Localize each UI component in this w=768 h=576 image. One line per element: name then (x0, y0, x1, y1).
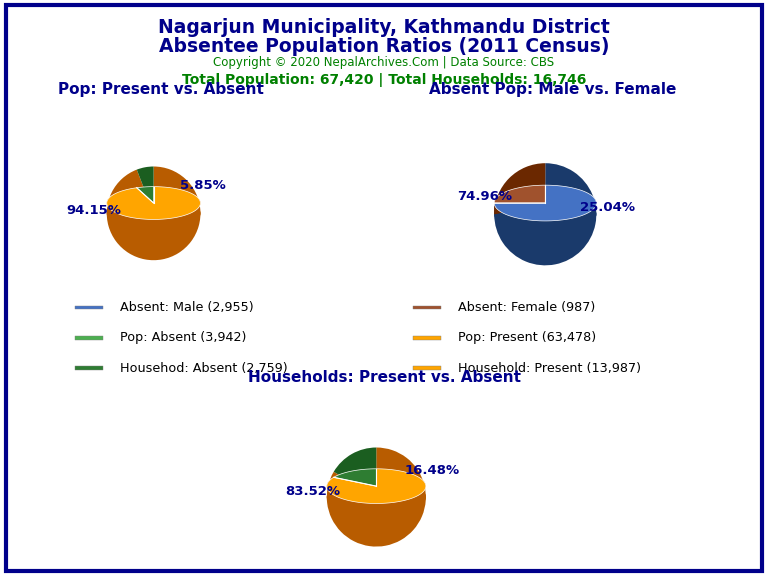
Polygon shape (334, 469, 376, 488)
Polygon shape (495, 185, 545, 214)
Text: Absent: Female (987): Absent: Female (987) (458, 301, 595, 314)
Wedge shape (107, 166, 200, 260)
Text: Household: Present (13,987): Household: Present (13,987) (458, 362, 641, 374)
Polygon shape (327, 469, 425, 503)
Polygon shape (495, 185, 596, 232)
Bar (75, 336, 103, 340)
Polygon shape (495, 196, 596, 232)
Polygon shape (495, 196, 545, 214)
Polygon shape (495, 185, 596, 221)
Text: Total Population: 67,420 | Total Households: 16,746: Total Population: 67,420 | Total Househo… (182, 73, 586, 86)
Text: Pop: Present vs. Absent: Pop: Present vs. Absent (58, 82, 264, 97)
Text: Households: Present vs. Absent: Households: Present vs. Absent (247, 370, 521, 385)
Wedge shape (334, 448, 376, 497)
Polygon shape (107, 197, 200, 230)
Polygon shape (327, 469, 425, 514)
Wedge shape (137, 166, 154, 213)
Text: 74.96%: 74.96% (458, 191, 512, 203)
Text: 16.48%: 16.48% (404, 464, 459, 477)
Bar (75, 366, 103, 370)
Text: Absent Pop: Male vs. Female: Absent Pop: Male vs. Female (429, 82, 677, 97)
Text: 94.15%: 94.15% (66, 203, 121, 217)
Wedge shape (495, 163, 545, 214)
Text: 25.04%: 25.04% (580, 200, 635, 214)
Polygon shape (137, 187, 154, 198)
Text: Pop: Absent (3,942): Pop: Absent (3,942) (120, 331, 247, 344)
Polygon shape (334, 469, 376, 486)
Text: Absent: Male (2,955): Absent: Male (2,955) (120, 301, 253, 314)
Polygon shape (107, 187, 200, 230)
Bar (75, 306, 103, 309)
Bar (413, 366, 441, 370)
Text: Househod: Absent (2,759): Househod: Absent (2,759) (120, 362, 288, 374)
Text: Pop: Present (63,478): Pop: Present (63,478) (458, 331, 596, 344)
Text: 83.52%: 83.52% (286, 484, 340, 498)
Polygon shape (137, 187, 154, 203)
Text: 5.85%: 5.85% (180, 179, 226, 192)
Bar (413, 306, 441, 309)
Polygon shape (495, 185, 545, 203)
Wedge shape (495, 163, 596, 266)
Polygon shape (327, 480, 425, 514)
Polygon shape (137, 197, 154, 203)
Polygon shape (334, 480, 376, 488)
Wedge shape (327, 448, 425, 547)
Polygon shape (107, 187, 200, 219)
Text: Copyright © 2020 NepalArchives.Com | Data Source: CBS: Copyright © 2020 NepalArchives.Com | Dat… (214, 56, 554, 70)
Text: Absentee Population Ratios (2011 Census): Absentee Population Ratios (2011 Census) (159, 37, 609, 56)
Text: Nagarjun Municipality, Kathmandu District: Nagarjun Municipality, Kathmandu Distric… (158, 18, 610, 37)
Bar (413, 336, 441, 340)
